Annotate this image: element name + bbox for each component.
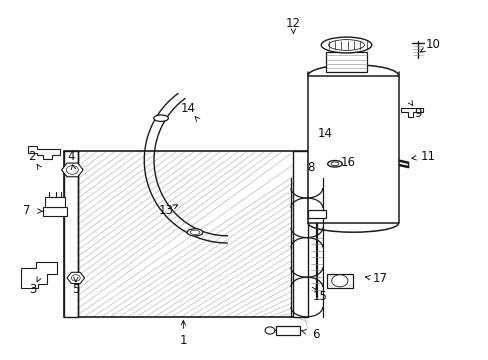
Bar <box>43 207 66 216</box>
Polygon shape <box>20 262 57 288</box>
Ellipse shape <box>328 40 364 50</box>
Ellipse shape <box>321 37 371 53</box>
Bar <box>63 151 78 317</box>
Bar <box>63 151 307 317</box>
Text: 8: 8 <box>306 161 314 174</box>
Bar <box>45 197 64 207</box>
Circle shape <box>71 275 80 281</box>
Bar <box>325 52 366 72</box>
Text: 5: 5 <box>72 283 80 296</box>
Polygon shape <box>28 146 60 159</box>
Text: 13: 13 <box>159 204 173 217</box>
Text: 2: 2 <box>28 150 36 163</box>
Text: 7: 7 <box>23 204 31 217</box>
Ellipse shape <box>327 161 342 167</box>
Text: 17: 17 <box>372 273 387 285</box>
Text: 15: 15 <box>312 291 327 303</box>
Text: 11: 11 <box>420 150 434 163</box>
Bar <box>326 274 352 288</box>
Polygon shape <box>400 108 422 117</box>
Text: 14: 14 <box>181 102 195 115</box>
Ellipse shape <box>187 229 203 236</box>
Circle shape <box>264 327 274 334</box>
Circle shape <box>66 166 78 174</box>
Ellipse shape <box>190 230 200 234</box>
Bar <box>63 151 307 317</box>
Bar <box>307 210 325 218</box>
Circle shape <box>331 275 347 287</box>
Text: 4: 4 <box>67 150 75 163</box>
Polygon shape <box>67 272 84 284</box>
Bar <box>307 76 398 223</box>
Bar <box>276 326 299 335</box>
Text: 6: 6 <box>311 328 319 341</box>
Text: 14: 14 <box>317 127 332 140</box>
Text: 1: 1 <box>179 334 187 347</box>
Bar <box>63 151 307 317</box>
Text: 9: 9 <box>413 107 421 120</box>
Polygon shape <box>61 163 83 177</box>
Ellipse shape <box>153 115 168 121</box>
Bar <box>293 151 307 317</box>
Text: 10: 10 <box>425 39 439 51</box>
Text: 16: 16 <box>340 156 355 169</box>
Ellipse shape <box>330 162 338 166</box>
Text: 3: 3 <box>29 283 37 296</box>
Text: 12: 12 <box>285 17 300 30</box>
